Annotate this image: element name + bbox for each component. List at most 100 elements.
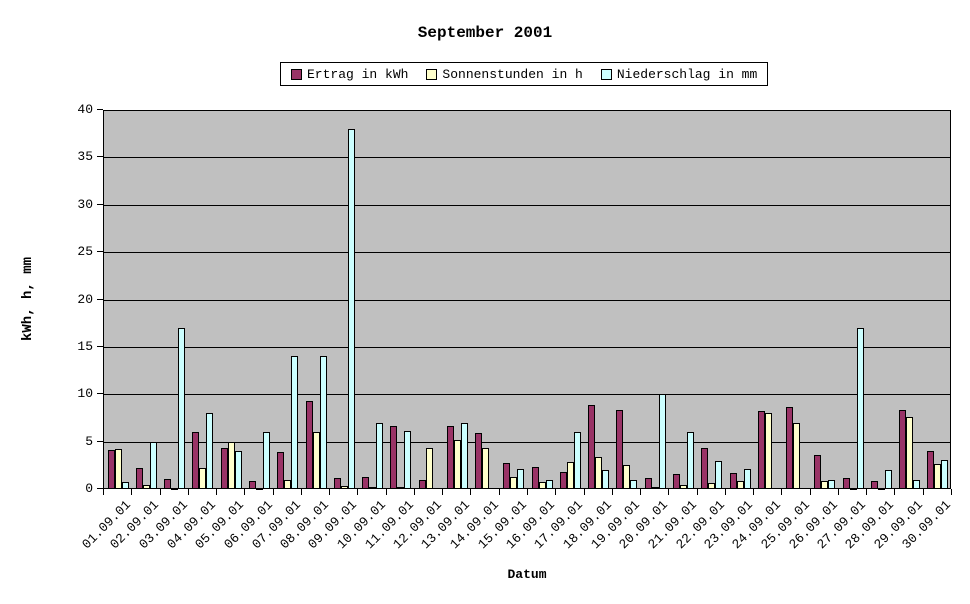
bar [178, 328, 185, 489]
bar [143, 485, 150, 489]
bar [934, 464, 941, 489]
bar [857, 328, 864, 489]
bar [192, 432, 199, 489]
x-tick [753, 489, 755, 495]
bar [850, 488, 857, 490]
chart-title: September 2001 [417, 24, 553, 42]
bar [334, 478, 341, 489]
bar [249, 481, 256, 489]
bar [843, 478, 850, 489]
bar [256, 488, 263, 490]
bar [136, 468, 143, 489]
bar [687, 432, 694, 489]
y-tick-label: 35 [77, 149, 93, 165]
bar [362, 477, 369, 489]
bar [595, 457, 602, 489]
bar [122, 482, 129, 489]
x-tick [640, 489, 642, 495]
bar [517, 469, 524, 489]
bar [150, 442, 157, 489]
bar [765, 413, 772, 489]
bar [475, 433, 482, 489]
x-tick [724, 489, 726, 495]
x-tick [244, 489, 246, 495]
bar [447, 426, 454, 489]
bar [793, 423, 800, 489]
legend-swatch-niederschlag-icon [600, 68, 612, 80]
legend-label-sonnenstunden: Sonnenstunden in h [442, 66, 583, 82]
x-tick [103, 489, 104, 495]
gridline [104, 157, 950, 159]
bar [828, 480, 835, 489]
y-tick [97, 251, 103, 253]
y-tick [97, 203, 103, 205]
bar [652, 487, 659, 489]
bar [235, 451, 242, 489]
bar [786, 407, 793, 489]
bar [376, 423, 383, 489]
legend-swatch-ertrag-icon [291, 68, 302, 80]
bar [567, 462, 574, 489]
y-tick-label: 25 [77, 244, 93, 260]
bar [291, 356, 298, 489]
bar [546, 480, 553, 489]
y-axis-title: kWh, h, mm [20, 256, 36, 341]
bar [899, 410, 906, 489]
x-tick [413, 489, 415, 495]
bar [645, 478, 652, 489]
bar [320, 356, 327, 489]
x-tick [216, 489, 218, 495]
bar [284, 480, 291, 489]
x-tick [555, 489, 557, 495]
bar [701, 448, 708, 489]
bar [539, 482, 546, 489]
bar [426, 448, 433, 489]
bar [927, 451, 934, 489]
x-axis-title: Datum [507, 567, 547, 582]
y-tick-label: 15 [77, 338, 93, 354]
bar [758, 411, 765, 489]
bar [878, 488, 885, 490]
bar [461, 423, 468, 489]
bar [588, 405, 595, 489]
x-tick [131, 489, 133, 495]
gridline [104, 204, 950, 206]
legend-item-niederschlag: Niederschlag in mm [600, 67, 757, 82]
y-tick [97, 440, 103, 442]
y-tick [97, 345, 103, 347]
x-tick [300, 489, 302, 495]
bar [737, 481, 744, 489]
gridline [104, 441, 950, 443]
x-tick [385, 489, 387, 495]
bar [454, 440, 461, 489]
x-tick [498, 489, 500, 495]
bar [941, 460, 948, 489]
bar [744, 469, 751, 489]
bar [913, 480, 920, 489]
bar [885, 470, 892, 489]
x-tick [922, 489, 924, 495]
bar [680, 485, 687, 489]
x-tick [894, 489, 896, 495]
legend-item-sonnenstunden: Sonnenstunden in h [426, 66, 583, 82]
bar [482, 448, 489, 489]
bar [503, 463, 510, 489]
bar [630, 480, 637, 489]
y-tick [97, 488, 103, 489]
bar [108, 450, 115, 489]
gridline [104, 346, 950, 348]
bar [814, 455, 821, 489]
bar [206, 413, 213, 489]
legend: Ertrag in kWh Sonnenstunden in h Nieders… [280, 62, 769, 86]
bar [263, 432, 270, 489]
bar [313, 432, 320, 489]
gridline [104, 252, 950, 254]
bar [871, 481, 878, 489]
bar [277, 452, 284, 489]
y-tick-label: 30 [77, 196, 93, 212]
legend-item-ertrag: Ertrag in kWh [291, 67, 408, 82]
bar [404, 431, 411, 489]
bar [221, 448, 228, 489]
bar [623, 465, 630, 489]
